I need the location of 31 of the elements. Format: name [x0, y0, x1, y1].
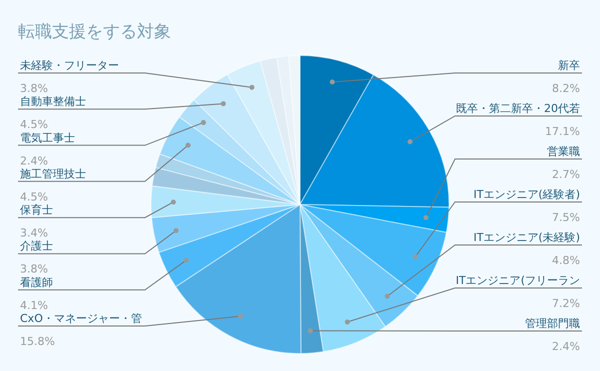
slice-label: 電気工事士: [20, 131, 75, 144]
data-label: 7.2%: [552, 297, 580, 310]
chart-title: 転職支援をする対象: [18, 21, 171, 43]
data-label: 4.5%: [20, 190, 48, 204]
slice-label: 看護師: [20, 276, 53, 289]
slice-label: 施工管理技士: [20, 167, 86, 180]
slice-label: 管理部門職: [525, 317, 580, 330]
data-label: 7.5%: [552, 211, 580, 224]
slice-label: 介護士: [20, 240, 53, 253]
data-label: 2.4%: [552, 340, 580, 353]
data-label: 3.4%: [20, 226, 48, 240]
data-label: 4.8%: [552, 254, 580, 267]
slice-label: CxO・マネージャー・管: [20, 312, 142, 325]
data-label: 2.4%: [20, 154, 48, 168]
data-label: 2.7%: [552, 168, 580, 181]
data-label: 4.5%: [20, 118, 48, 132]
data-label: 4.1%: [20, 298, 48, 312]
slice-label: 新卒: [558, 59, 580, 72]
data-label: 15.8%: [20, 335, 55, 348]
data-label: 8.2%: [552, 82, 580, 95]
data-label: 17.1%: [545, 125, 580, 138]
slice-label: ITエンジニア(未経験): [473, 231, 580, 244]
data-label: 3.8%: [20, 262, 48, 276]
slice-label: 営業職: [547, 145, 580, 158]
slice-label: 未経験・フリーター: [20, 59, 119, 72]
data-label: 3.8%: [20, 82, 48, 95]
slice-label: ITエンジニア(フリーラン: [456, 274, 580, 287]
slice-label: 自動車整備士: [20, 95, 86, 108]
slice-label: 既卒・第二新卒・20代若: [456, 102, 580, 115]
slice-label: ITエンジニア(経験者): [473, 188, 580, 201]
slice-label: 保育士: [20, 204, 53, 217]
